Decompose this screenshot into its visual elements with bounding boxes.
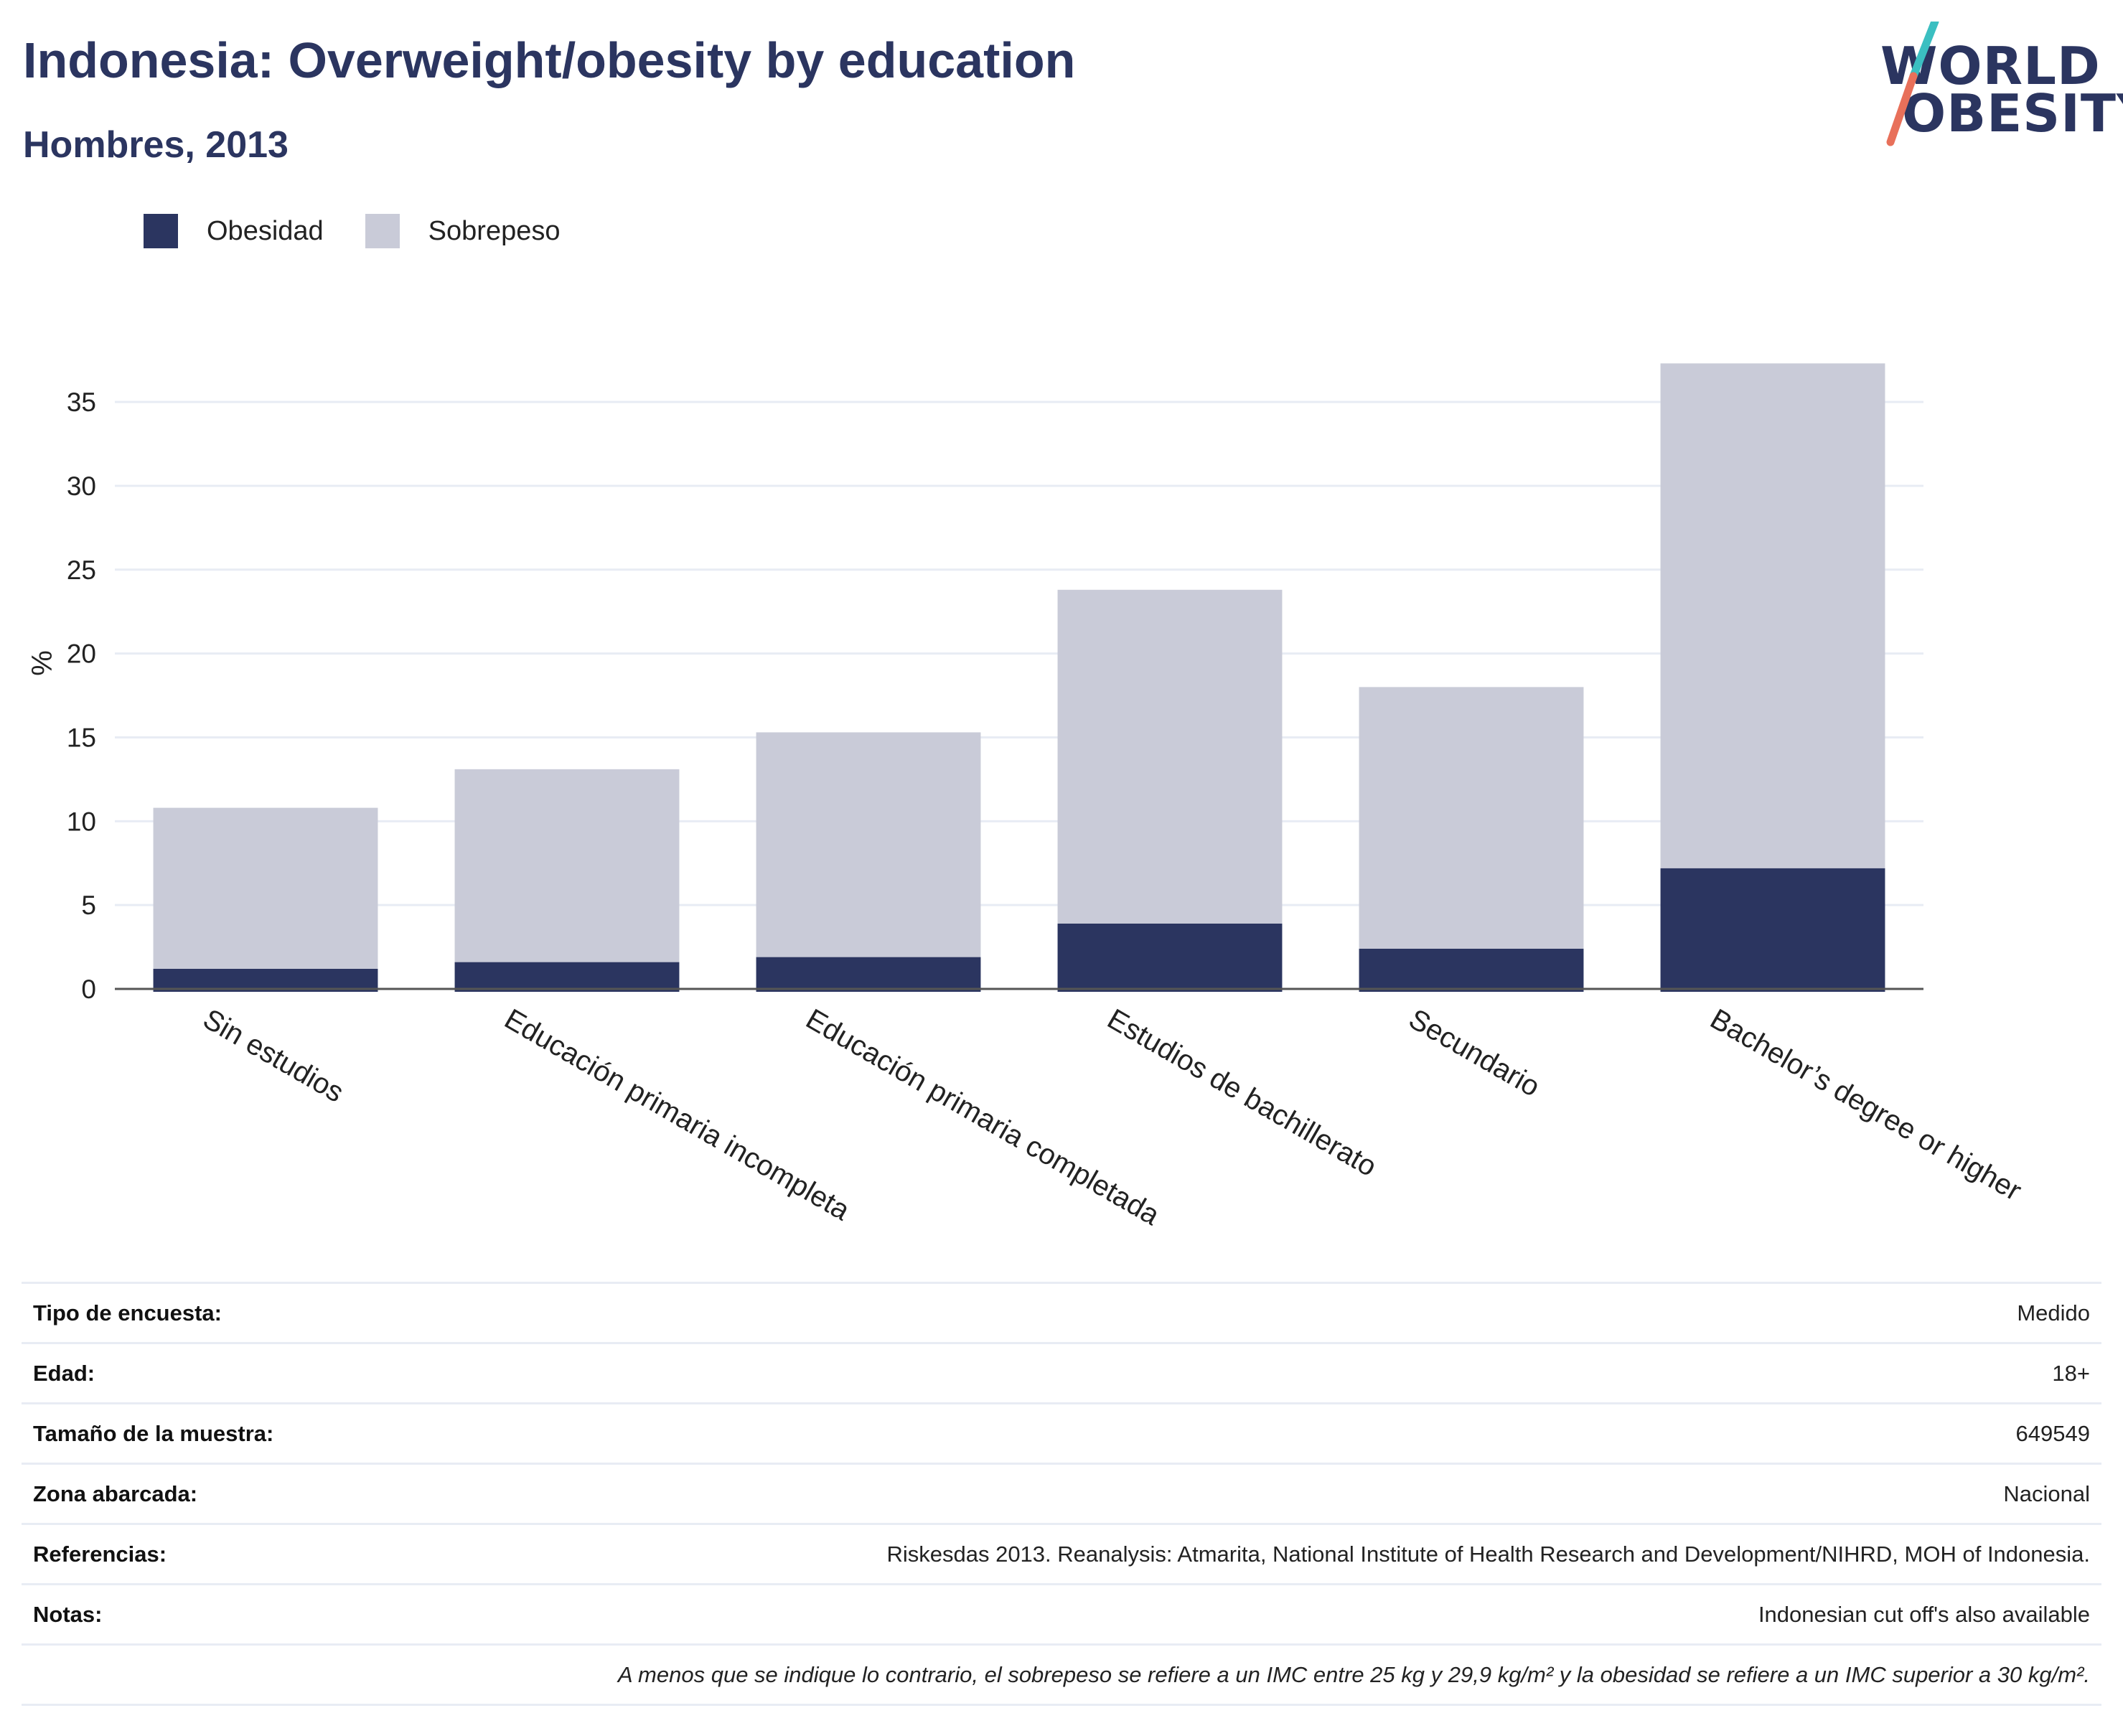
- info-row-notes: Notas: Indonesian cut off's also availab…: [22, 1583, 2101, 1645]
- bar-sobrepeso: [153, 807, 378, 969]
- info-row-sample-size: Tamaño de la muestra: 649549: [22, 1402, 2101, 1464]
- survey-info-table: Tipo de encuesta: Medido Edad: 18+ Tamañ…: [22, 1282, 2101, 1706]
- x-tick-label: Sin estudios: [198, 1003, 350, 1109]
- info-value: 18+: [389, 1342, 2101, 1404]
- logo-text-obesity: OBESITY: [1902, 83, 2123, 144]
- y-tick-label: 35: [67, 388, 96, 417]
- y-tick-label: 10: [67, 807, 96, 836]
- logo-slash-icon: [1886, 22, 1939, 146]
- info-row-survey-type: Tipo de encuesta: Medido: [22, 1282, 2101, 1343]
- bar-obesidad: [1359, 948, 1584, 992]
- legend-label-obesidad: Obesidad: [207, 215, 324, 246]
- info-label: Tipo de encuesta:: [22, 1282, 390, 1343]
- info-value: Indonesian cut off's also available: [389, 1583, 2101, 1645]
- chart-subtitle: Hombres, 2013: [23, 124, 289, 166]
- legend-item-obesidad[interactable]: Obesidad: [144, 214, 324, 248]
- bar-obesidad: [756, 957, 981, 992]
- info-row-coverage: Zona abarcada: Nacional: [22, 1463, 2101, 1524]
- info-label: Referencias:: [22, 1523, 390, 1585]
- y-tick-label: 15: [67, 723, 96, 752]
- x-tick-label: Educación primaria completada: [801, 1003, 1166, 1232]
- info-label: Tamaño de la muestra:: [22, 1402, 390, 1464]
- x-tick-label: Estudios de bachillerato: [1102, 1003, 1382, 1183]
- legend-item-sobrepeso[interactable]: Sobrepeso: [365, 214, 561, 248]
- bar-sobrepeso: [454, 769, 680, 962]
- info-value: 649549: [389, 1402, 2101, 1464]
- info-label: Edad:: [22, 1342, 390, 1404]
- bar-chart: 0 5 10 15 20 25 30 35% Sin estudios Educación pri…: [27, 363, 2027, 1232]
- y-tick-label: 25: [67, 555, 96, 585]
- footnote-text: A menos que se indique lo contrario, el …: [22, 1643, 2101, 1706]
- info-label: Notas:: [22, 1583, 390, 1645]
- info-row-references: Referencias: Riskesdas 2013. Reanalysis:…: [22, 1523, 2101, 1585]
- bar-obesidad: [454, 962, 680, 992]
- x-tick-label: Educación primaria incompleta: [500, 1003, 856, 1227]
- chart-legend: Obesidad Sobrepeso: [144, 214, 601, 248]
- x-tick-label: Secundario: [1404, 1003, 1545, 1103]
- legend-label-sobrepeso: Sobrepeso: [428, 215, 561, 246]
- legend-swatch-obesidad: [144, 214, 178, 248]
- info-value: Riskesdas 2013. Reanalysis: Atmarita, Na…: [389, 1523, 2101, 1585]
- bar-sobrepeso: [1057, 589, 1283, 924]
- bar-obesidad: [1660, 868, 1885, 992]
- world-obesity-logo: WORLD OBESITY: [1866, 22, 2123, 151]
- bar-sobrepeso: [756, 732, 981, 957]
- info-value: Medido: [389, 1282, 2101, 1343]
- y-axis-label: %: [27, 650, 58, 676]
- chart-title: Indonesia: Overweight/obesity by educati…: [23, 32, 1076, 88]
- info-value: Nacional: [389, 1463, 2101, 1524]
- y-tick-label: 0: [81, 975, 96, 1004]
- y-tick-label: 20: [67, 639, 96, 669]
- bar-obesidad: [1057, 923, 1283, 992]
- info-label: Zona abarcada:: [22, 1463, 390, 1524]
- legend-swatch-sobrepeso: [365, 214, 400, 248]
- bar-sobrepeso: [1359, 687, 1584, 949]
- y-tick-label: 30: [67, 471, 96, 501]
- x-tick-label: Bachelor’s degree or higher: [1705, 1003, 2027, 1207]
- info-row-footnote: A menos que se indique lo contrario, el …: [22, 1643, 2101, 1706]
- info-row-age: Edad: 18+: [22, 1342, 2101, 1404]
- y-tick-label: 5: [81, 891, 96, 920]
- bar-sobrepeso: [1660, 363, 1885, 868]
